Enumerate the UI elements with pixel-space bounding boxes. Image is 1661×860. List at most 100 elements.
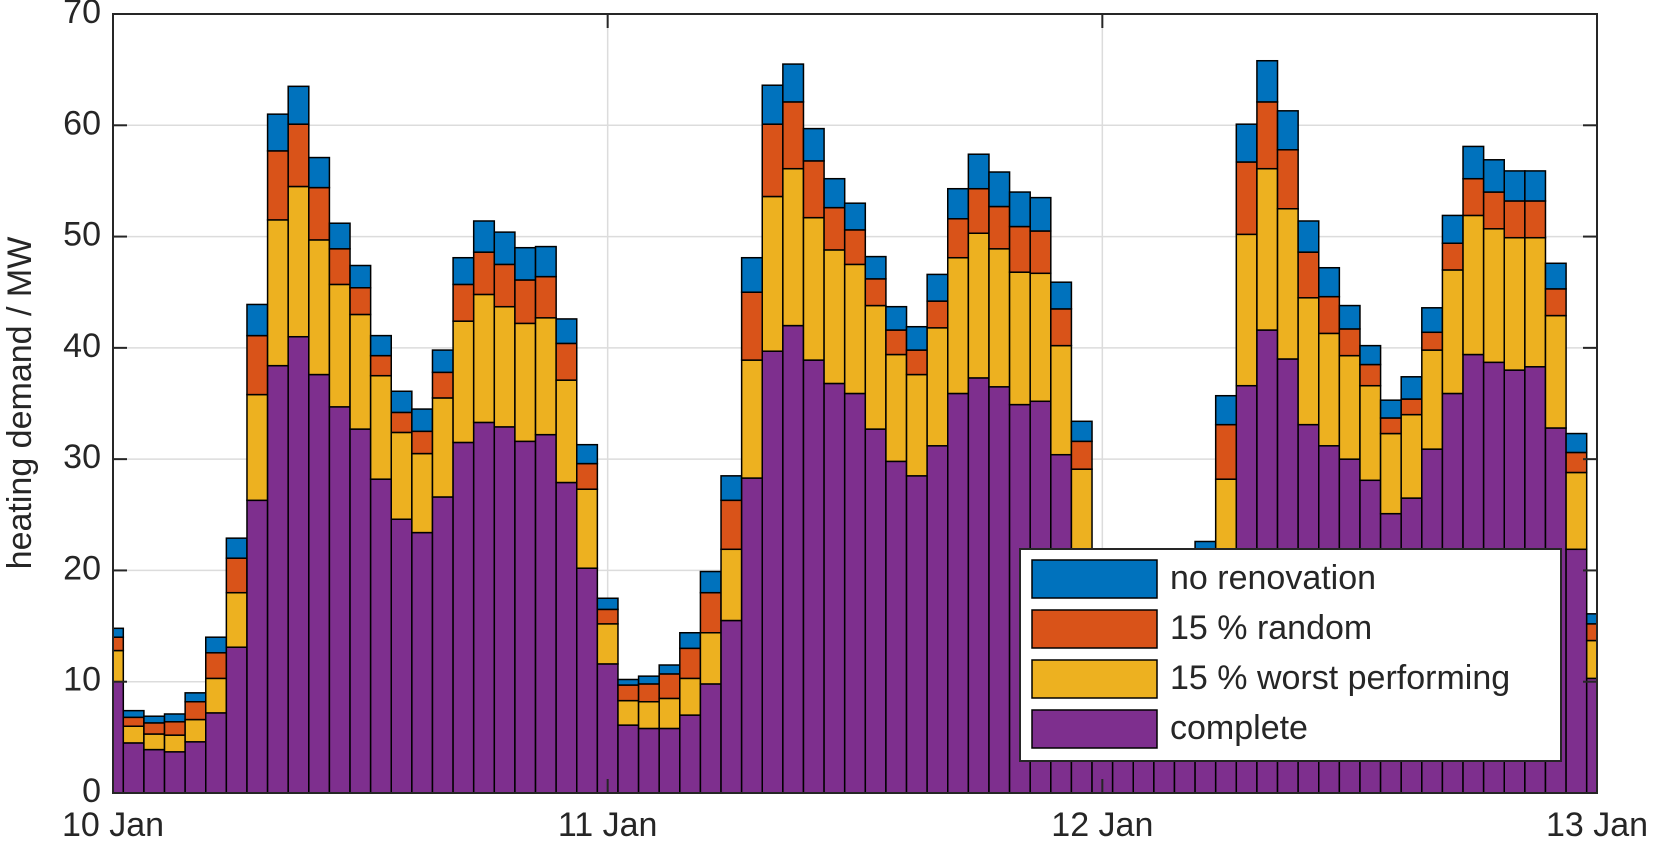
- bar-segment: [947, 392, 970, 793]
- bar-segment: [967, 232, 990, 379]
- bar-segment: [390, 518, 413, 793]
- bar-segment: [1482, 159, 1506, 193]
- bar-segment: [1070, 468, 1093, 551]
- bar-segment: [113, 636, 125, 652]
- bar-segment: [184, 700, 207, 721]
- bar-segment: [617, 684, 640, 702]
- bar-segment: [1482, 191, 1506, 230]
- bar-segment: [411, 531, 434, 793]
- bar-segment: [596, 608, 619, 625]
- bar-segment: [885, 305, 908, 331]
- bar-segment: [205, 636, 228, 654]
- bar-segment: [122, 716, 145, 727]
- bar-segment: [596, 623, 619, 665]
- bar-segment: [1297, 251, 1320, 299]
- bar-segment: [1441, 269, 1464, 395]
- bar-segment: [617, 724, 640, 793]
- bar-segment: [534, 245, 557, 278]
- bar-segment: [596, 663, 619, 793]
- bar-segment: [1029, 272, 1052, 403]
- bar-segment: [679, 631, 702, 650]
- bar-segment: [1318, 295, 1341, 335]
- y-axis-label: heating demand / MW: [1, 237, 39, 570]
- bar-segment: [1524, 170, 1547, 202]
- bar-segment: [514, 440, 537, 793]
- bar-segment: [823, 177, 846, 209]
- bar-segment: [576, 567, 599, 793]
- bar-segment: [431, 496, 454, 793]
- bar-segment: [1544, 314, 1567, 429]
- bar-segment: [1256, 167, 1279, 331]
- bar-segment: [431, 397, 454, 498]
- bar-segment: [1235, 233, 1258, 387]
- bar-segment: [740, 477, 764, 793]
- bar-segment: [225, 646, 248, 793]
- bars: [113, 59, 1597, 793]
- bar-segment: [699, 631, 722, 685]
- bar-segment: [988, 205, 1011, 250]
- bar-segment: [1338, 304, 1361, 330]
- bar-segment: [679, 677, 702, 716]
- bar-segment: [720, 499, 743, 551]
- bar-segment: [184, 741, 207, 793]
- bar-segment: [1503, 170, 1526, 202]
- bar-segment: [1276, 110, 1299, 151]
- bar-segment: [452, 283, 475, 322]
- bar-segment: [266, 150, 289, 221]
- bar-segment: [143, 733, 166, 751]
- bar-segment: [266, 219, 289, 367]
- bar-segment: [1338, 328, 1361, 357]
- bar-segment: [802, 359, 825, 793]
- bar-segment: [328, 406, 351, 793]
- bar-segment: [679, 647, 702, 680]
- legend-swatch: [1031, 609, 1158, 649]
- bar-segment: [1421, 307, 1444, 334]
- bar-segment: [699, 683, 722, 793]
- bar-segment: [823, 249, 846, 385]
- bar-segment: [823, 206, 846, 251]
- bar-segment: [143, 722, 166, 735]
- bar-segment: [885, 329, 908, 356]
- x-tick-label: 11 Jan: [558, 806, 658, 844]
- bar-segment: [1338, 354, 1361, 460]
- bar-segment: [349, 313, 372, 430]
- x-tick-label: 12 Jan: [1051, 806, 1153, 844]
- bar-segment: [514, 322, 537, 443]
- bar-segment: [947, 256, 970, 395]
- bar-segment: [761, 195, 784, 352]
- bar-segment: [113, 649, 125, 683]
- bar-segment: [802, 160, 825, 219]
- bar-segment: [1070, 440, 1093, 470]
- bar-segment: [143, 715, 166, 724]
- bar-segment: [843, 263, 867, 395]
- bar-segment: [1256, 101, 1279, 170]
- bar-segment: [1318, 332, 1341, 447]
- bar-segment: [246, 393, 269, 502]
- bar-segment: [472, 220, 496, 253]
- bar-segment: [246, 334, 269, 396]
- bar-segment: [1503, 200, 1526, 239]
- bar-segment: [637, 727, 660, 793]
- bar-segment: [576, 488, 599, 569]
- bar-segment: [1544, 288, 1567, 317]
- bar-segment: [761, 123, 784, 198]
- bar-segment: [740, 291, 764, 361]
- bar-segment: [1379, 399, 1402, 419]
- bar-segment: [225, 557, 248, 594]
- bar-segment: [864, 255, 887, 280]
- bar-segment: [988, 171, 1011, 208]
- bar-segment: [576, 443, 599, 465]
- y-tick-label: 60: [63, 104, 101, 142]
- bar-segment: [555, 318, 578, 345]
- legend-label: complete: [1170, 709, 1308, 747]
- bar-segment: [967, 377, 990, 793]
- bar-segment: [1214, 423, 1238, 480]
- bar-segment: [472, 251, 496, 296]
- y-tick-label: 0: [82, 772, 101, 810]
- bar-segment: [349, 264, 372, 289]
- bar-segment: [122, 742, 145, 793]
- bar-segment: [1297, 297, 1320, 426]
- bar-segment: [1214, 394, 1238, 426]
- bar-segment: [1462, 177, 1485, 217]
